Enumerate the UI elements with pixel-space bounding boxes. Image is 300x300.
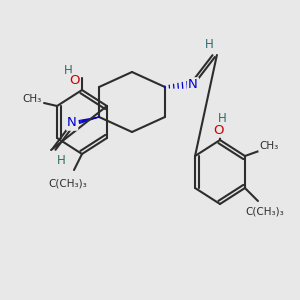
Text: CH₃: CH₃ xyxy=(259,141,279,151)
Text: H: H xyxy=(205,38,213,52)
Text: O: O xyxy=(213,124,223,136)
Text: H: H xyxy=(218,112,226,124)
Text: C(CH₃)₃: C(CH₃)₃ xyxy=(246,207,284,217)
Text: O: O xyxy=(69,74,79,88)
Text: C(CH₃)₃: C(CH₃)₃ xyxy=(49,179,87,189)
Text: H: H xyxy=(64,64,72,76)
Text: H: H xyxy=(57,154,65,166)
Text: N: N xyxy=(188,79,198,92)
Text: N: N xyxy=(67,116,77,130)
Text: CH₃: CH₃ xyxy=(22,94,42,104)
